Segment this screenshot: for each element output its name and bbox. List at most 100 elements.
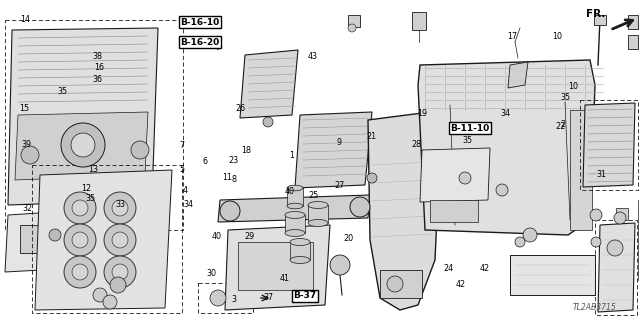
- Bar: [308, 205, 328, 223]
- Text: B-37: B-37: [293, 292, 317, 300]
- Ellipse shape: [287, 185, 303, 191]
- Circle shape: [72, 264, 88, 280]
- Polygon shape: [368, 112, 440, 310]
- Bar: [20, 225, 55, 253]
- Bar: [40, 175, 50, 183]
- Text: 5: 5: [180, 165, 185, 174]
- Bar: [285, 215, 305, 233]
- Text: B-16-20: B-16-20: [180, 37, 220, 46]
- Text: 20: 20: [344, 234, 354, 243]
- Circle shape: [72, 232, 88, 248]
- Circle shape: [103, 295, 117, 309]
- Text: 35: 35: [58, 87, 68, 96]
- Circle shape: [71, 133, 95, 157]
- Circle shape: [112, 200, 128, 216]
- Circle shape: [210, 290, 226, 306]
- Bar: [594, 15, 606, 25]
- Text: 37: 37: [264, 293, 274, 302]
- Text: FR.: FR.: [586, 9, 605, 19]
- Circle shape: [459, 172, 471, 184]
- Text: 21: 21: [366, 132, 376, 140]
- Text: 34: 34: [184, 200, 194, 209]
- Text: 10: 10: [568, 82, 578, 91]
- Text: B-16-10: B-16-10: [180, 18, 220, 27]
- Circle shape: [112, 264, 128, 280]
- Text: 8: 8: [231, 175, 236, 184]
- Ellipse shape: [308, 220, 328, 227]
- Circle shape: [21, 146, 39, 164]
- Text: 23: 23: [228, 156, 239, 164]
- Ellipse shape: [285, 229, 305, 236]
- Text: 6: 6: [202, 157, 207, 166]
- Circle shape: [110, 277, 126, 293]
- Bar: [91, 175, 101, 183]
- Ellipse shape: [290, 238, 310, 245]
- Polygon shape: [218, 195, 370, 222]
- Text: 32: 32: [22, 204, 33, 212]
- Text: 29: 29: [244, 232, 255, 241]
- Circle shape: [104, 256, 136, 288]
- Circle shape: [104, 224, 136, 256]
- Text: 36: 36: [93, 75, 103, 84]
- Circle shape: [104, 192, 136, 224]
- Text: 14: 14: [20, 15, 31, 24]
- Circle shape: [64, 224, 96, 256]
- Text: 40: 40: [211, 232, 221, 241]
- Circle shape: [64, 192, 96, 224]
- Circle shape: [523, 228, 537, 242]
- Circle shape: [64, 256, 96, 288]
- Bar: [32, 165, 182, 313]
- Text: 11: 11: [222, 173, 232, 182]
- Circle shape: [131, 141, 149, 159]
- Text: 31: 31: [596, 170, 607, 179]
- Bar: [5, 20, 183, 230]
- Text: 10: 10: [552, 32, 562, 41]
- Bar: [570, 110, 592, 230]
- Bar: [108, 175, 118, 183]
- Text: 35: 35: [86, 194, 96, 203]
- Text: 42: 42: [456, 280, 466, 289]
- Text: 30: 30: [206, 269, 216, 278]
- Text: 15: 15: [19, 104, 29, 113]
- Circle shape: [61, 123, 105, 167]
- Ellipse shape: [308, 202, 328, 209]
- Text: 42: 42: [480, 264, 490, 273]
- Bar: [595, 220, 637, 315]
- Circle shape: [387, 276, 403, 292]
- Circle shape: [330, 255, 350, 275]
- Circle shape: [591, 237, 601, 247]
- Text: 24: 24: [443, 264, 453, 273]
- Polygon shape: [35, 170, 172, 310]
- Circle shape: [607, 240, 623, 256]
- Text: 41: 41: [280, 274, 290, 283]
- Bar: [348, 15, 360, 27]
- Polygon shape: [583, 103, 635, 187]
- Circle shape: [72, 200, 88, 216]
- Circle shape: [220, 201, 240, 221]
- Polygon shape: [598, 223, 635, 312]
- Text: 2: 2: [561, 120, 566, 129]
- Ellipse shape: [287, 203, 303, 209]
- Text: 17: 17: [507, 32, 517, 41]
- Text: 26: 26: [235, 104, 245, 113]
- Circle shape: [112, 232, 128, 248]
- Circle shape: [367, 173, 377, 183]
- Text: 7: 7: [180, 141, 185, 150]
- Circle shape: [49, 229, 61, 241]
- Bar: [287, 188, 303, 206]
- Bar: [510, 255, 595, 295]
- Polygon shape: [418, 60, 595, 235]
- Text: 18: 18: [241, 146, 252, 155]
- Text: 3: 3: [231, 295, 236, 304]
- Text: 22: 22: [555, 122, 565, 131]
- Bar: [198, 283, 253, 313]
- Polygon shape: [295, 112, 372, 188]
- Text: B-11-10: B-11-10: [451, 124, 490, 132]
- Bar: [580, 100, 638, 190]
- Circle shape: [350, 197, 370, 217]
- Bar: [238, 242, 313, 290]
- Text: 12: 12: [81, 184, 92, 193]
- Bar: [125, 175, 135, 183]
- Polygon shape: [8, 28, 158, 205]
- Circle shape: [93, 288, 107, 302]
